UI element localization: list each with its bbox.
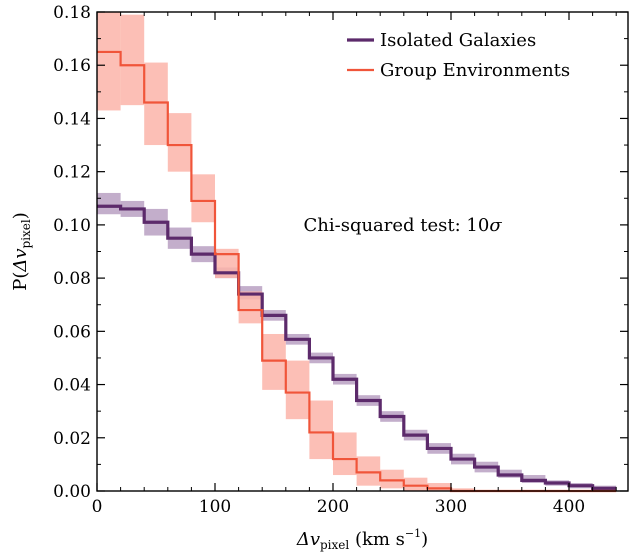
axis-ticks	[96, 11, 628, 492]
y-tick-label: 0.02	[53, 429, 91, 449]
x-tick-label: 400	[553, 497, 585, 517]
error-band-rect	[167, 113, 192, 172]
error-band-rect	[285, 360, 310, 420]
y-tick-label: 0.14	[53, 109, 91, 129]
band-1	[97, 12, 475, 491]
error-band-rect	[333, 432, 357, 476]
y-tick-label: 0.10	[53, 216, 91, 236]
legend-label: Group Environments	[380, 60, 570, 81]
plot-frame	[96, 11, 629, 492]
y-tick-label: 0.12	[53, 163, 91, 183]
x-tick-label: 200	[317, 497, 349, 517]
error-band-rect	[356, 456, 381, 486]
error-band-rect	[451, 488, 475, 491]
error-band-rect	[215, 248, 239, 279]
error-band-rect	[403, 477, 428, 491]
error-band-rect	[97, 192, 121, 215]
error-bands	[97, 12, 617, 491]
y-axis-label: P(Δvpixel)	[10, 212, 33, 291]
error-band-rect	[191, 174, 215, 223]
error-band-rect	[262, 333, 286, 390]
y-tick-label: 0.04	[53, 376, 91, 396]
x-tick-label: 100	[199, 497, 231, 517]
x-axis-label: Δvpixel (km s−1)	[296, 527, 428, 552]
legend-label: Isolated Galaxies	[380, 30, 536, 51]
y-tick-label: 0.06	[53, 322, 91, 342]
error-band-rect	[238, 291, 263, 324]
error-band-rect	[144, 62, 168, 146]
y-tick-label: 0.00	[53, 482, 91, 502]
x-tick-label: 0	[92, 497, 103, 517]
y-tick-label: 0.08	[53, 269, 91, 289]
error-band-rect	[427, 483, 451, 491]
error-band-rect	[120, 14, 145, 106]
error-band-rect	[309, 400, 333, 460]
x-tick-label: 300	[435, 497, 467, 517]
chi-squared-annotation: Chi-squared test: 10σ	[304, 215, 503, 236]
series-line-0	[97, 204, 617, 490]
error-band-rect	[380, 469, 404, 489]
error-band-rect	[97, 12, 121, 111]
y-tick-label: 0.16	[53, 56, 91, 76]
legend: Isolated Galaxies Group Environments	[347, 30, 570, 81]
tick-labels: 0 100 200 300 400 0.00 0.02 0.04 0.06 0.08 0.10 0.1…	[53, 3, 585, 517]
y-tick-label: 0.18	[53, 3, 91, 23]
